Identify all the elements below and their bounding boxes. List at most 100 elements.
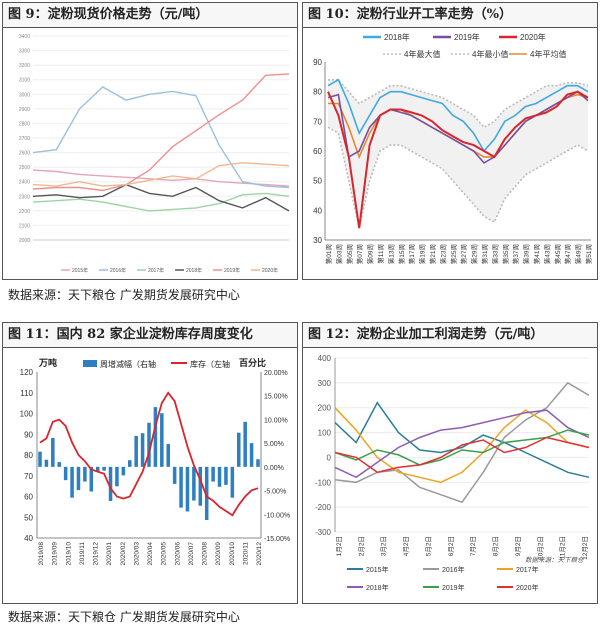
y-tick-label: 2200 (19, 209, 30, 215)
y-tick-label: 60 (313, 147, 322, 156)
x-tick-label: 第37周 (511, 244, 520, 264)
legend-label: 2019年 (442, 583, 465, 592)
y-tick-label: 2100 (19, 223, 30, 229)
series-line (327, 78, 589, 153)
y-tick-label: 70 (24, 472, 33, 481)
x-tick-label: 第07周 (355, 244, 364, 264)
series-line (32, 162, 290, 187)
x-tick-label: 11月2日 (559, 536, 567, 559)
y-tick-label: 2700 (19, 136, 30, 142)
x-tick-label: 第05周 (345, 244, 354, 264)
series-line (327, 90, 589, 229)
change-bar (224, 466, 228, 485)
x-tick-label: 8月2日 (492, 536, 500, 556)
x-tick-label: 4月2日 (402, 536, 410, 556)
change-bar (147, 422, 151, 467)
legend-label: 2016年 (110, 267, 126, 274)
change-bar (153, 407, 158, 467)
series-line (334, 409, 590, 479)
y2-tick-label: 15.00% (264, 394, 288, 401)
x-tick-label: 2020/01 (106, 542, 113, 566)
chart-panel-inventory: 图 11：国内 82 家企业淀粉库存周度变化 万吨 百分比 40 50 60 70 80 90… (2, 322, 298, 604)
x-tick-label: 第19周 (418, 244, 427, 264)
profit-chart: -300 -200 -100 0 100 200 300 400 1月2日 2月2日 3月2日 4月2… (315, 354, 590, 592)
legend-label: 2017年 (516, 565, 539, 574)
y2-tick-label: 5.00% (264, 441, 284, 448)
x-tick-label: 12月2日 (581, 536, 589, 560)
change-bar (172, 466, 177, 484)
series-line (334, 407, 590, 484)
x-tick-label: 2019/08 (38, 542, 45, 566)
y-tick-label: 70 (313, 117, 322, 126)
chart-panel-spot-price: 图 9：淀粉现货价格走势（元/吨） 2000 2100 2200 2300 2400 25… (2, 2, 298, 280)
y-tick-label: 100 (20, 410, 34, 419)
legend-label: 2019年 (224, 267, 240, 274)
y-tick-label: -200 (315, 503, 332, 512)
y-tick-label: 120 (20, 368, 34, 377)
y-tick-label: 90 (24, 430, 33, 439)
change-bar (185, 466, 190, 512)
legend-label: 2015年 (366, 565, 389, 574)
chart-panel-profit: 图 12：淀粉企业加工利润走势（元/吨） -300 -200 -100 0 100 200… (302, 322, 598, 604)
x-tick-label: 第15周 (397, 244, 406, 264)
change-bar (70, 466, 74, 498)
x-tick-label: 第43周 (542, 244, 551, 264)
x-tick-label: 2020/05 (161, 542, 168, 566)
change-bar (211, 466, 215, 482)
inventory-line (39, 391, 259, 517)
legend-swatch (83, 360, 97, 367)
chart-title: 图 12：淀粉企业加工利润走势（元/吨） (303, 323, 597, 348)
legend-label: 周增减幅（右轴 (100, 359, 156, 369)
change-bar (115, 466, 119, 487)
x-tick-label: 第27周 (459, 244, 468, 264)
change-bar (179, 466, 183, 508)
change-bar (256, 459, 260, 467)
change-bar (237, 432, 241, 467)
change-bar (204, 466, 209, 520)
right-unit-label: 百分比 (239, 357, 266, 368)
series-line (32, 183, 290, 212)
x-tick-label: 6月2日 (447, 536, 455, 556)
x-tick-label: 第47周 (563, 244, 572, 264)
chart-panel-operating-rate: 图 10：淀粉行业开工率走势（%） 30 40 50 60 70 80 90 第01周 第03周… (302, 2, 598, 280)
legend-label: 2020年 (516, 583, 539, 592)
y-tick-label: 40 (313, 206, 322, 215)
x-tick-label: 第39周 (522, 244, 531, 264)
y2-tick-label: 20.00% (264, 370, 288, 377)
x-tick-label: 2020/12 (256, 542, 263, 566)
x-tick-label: 10月2日 (536, 536, 544, 560)
change-bar (51, 437, 55, 467)
x-tick-label: 3月2日 (380, 536, 388, 556)
legend-label: 4年最大值 (404, 49, 440, 59)
x-tick-label: 2020/02 (120, 542, 127, 566)
change-bar (134, 436, 138, 467)
change-bar (198, 466, 203, 506)
x-tick-label: 第17周 (407, 244, 416, 264)
y-tick-label: 60 (24, 493, 33, 502)
x-tick-label: 第01周 (324, 244, 333, 264)
change-bar (217, 466, 222, 487)
legend-label: 2020年 (520, 32, 546, 42)
y-tick-label: 3400 (19, 34, 30, 40)
x-tick-label: 2月2日 (357, 536, 365, 556)
y-tick-label: 3200 (19, 63, 30, 69)
x-tick-label: 2020/08 (202, 542, 209, 566)
x-tick-label: 2020/10 (229, 542, 236, 566)
legend-label: 2018年 (366, 583, 389, 592)
y2-tick-label: 0.00% (264, 465, 284, 472)
y-tick-label: 40 (24, 534, 33, 543)
y-tick-label: 80 (313, 88, 322, 97)
x-tick-label: 第03周 (334, 244, 343, 264)
y-tick-label: -100 (315, 478, 332, 487)
change-bar (230, 466, 235, 498)
y-tick-label: 0 (327, 453, 332, 462)
series-line (32, 86, 290, 189)
y-tick-label: 90 (313, 58, 322, 67)
y-tick-label: 2800 (19, 121, 30, 127)
change-bar (63, 466, 68, 481)
source-annotation: 数据来源：天下粮仓 (525, 556, 585, 564)
y-tick-label: 80 (24, 451, 33, 460)
x-tick-label: 2020/06 (174, 542, 181, 566)
change-bar (166, 444, 170, 467)
legend-label: 2018年 (384, 32, 410, 42)
